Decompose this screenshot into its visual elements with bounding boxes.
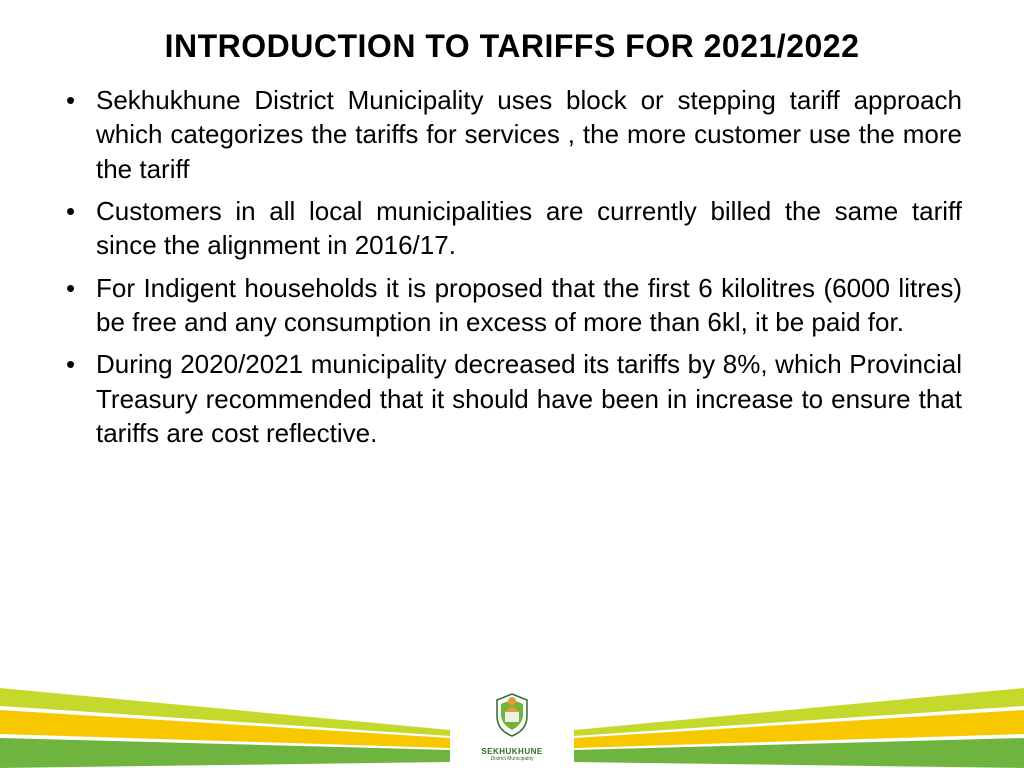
slide: INTRODUCTION TO TARIFFS FOR 2021/2022 Se… — [0, 0, 1024, 768]
logo-name: SEKHUKHUNE — [472, 747, 552, 756]
bullet-item: Sekhukhune District Municipality uses bl… — [96, 83, 964, 186]
slide-title: INTRODUCTION TO TARIFFS FOR 2021/2022 — [60, 28, 964, 65]
decorative-stripes-left-icon — [0, 668, 450, 768]
bullet-item: During 2020/2021 municipality decreased … — [96, 347, 964, 450]
municipality-logo: SEKHUKHUNE District Municipality — [472, 690, 552, 762]
slide-footer: SEKHUKHUNE District Municipality — [0, 668, 1024, 768]
crest-icon — [487, 690, 537, 740]
bullet-item: Customers in all local municipalities ar… — [96, 194, 964, 263]
logo-subtitle: District Municipality — [472, 756, 552, 762]
decorative-stripes-right-icon — [574, 668, 1024, 768]
bullet-list: Sekhukhune District Municipality uses bl… — [60, 83, 964, 450]
bullet-item: For Indigent households it is proposed t… — [96, 271, 964, 340]
